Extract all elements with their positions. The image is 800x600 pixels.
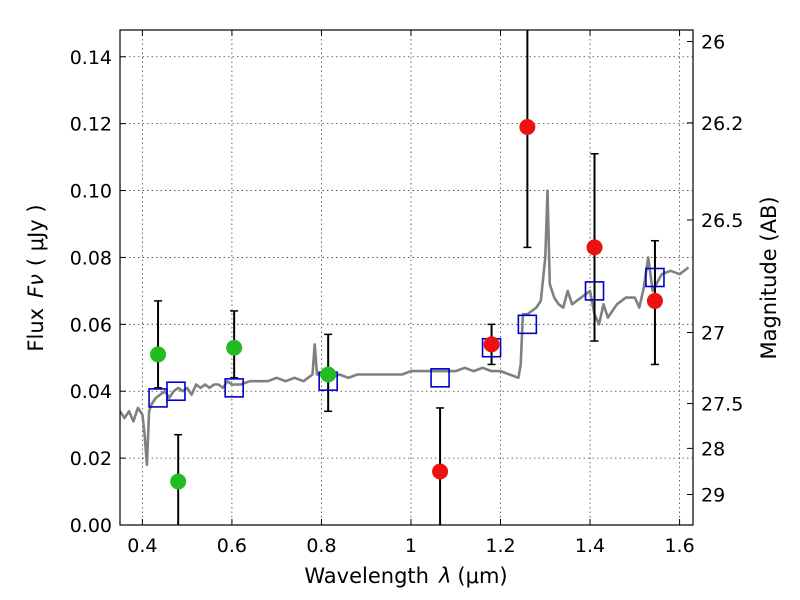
mag-tick-label: 29 [701,484,725,506]
model-spectrum-line [120,189,690,467]
detection-point [320,366,337,383]
mag-tick-label: 28 [701,438,725,460]
detection-point [483,336,500,353]
y-axis-title-unit: ( μJy ) [24,204,48,266]
x-axis-title-text: Wavelength [304,564,429,588]
plot-frame [119,29,694,526]
y-tick-label: 0.02 [70,448,112,470]
mag-tick-label: 26 [701,32,725,54]
detection-point [586,239,603,256]
model-photometry-square [517,314,538,335]
detection-point [646,292,663,309]
mag-tick-label: 26.2 [701,113,743,135]
detection-point [150,346,167,363]
x-axis-title-unit: (μm) [457,564,507,588]
y2-axis-title: Magnitude (AB) [757,196,781,359]
y-tick-label: 0.00 [70,515,112,537]
mag-tick-label: 27.5 [701,394,743,416]
model-photometry-square [224,378,244,398]
data-layer [120,30,690,525]
y-axis-title-text: Flux [24,308,48,352]
mag-tick-label: 27 [701,323,725,345]
detection-point [432,463,449,480]
y-tick-label: 0.08 [70,247,112,269]
y-tick-label: 0.12 [70,114,112,136]
x-tick-label: 0.8 [306,535,336,557]
y-tick-label: 0.04 [70,381,112,403]
x-tick-label: 1 [405,535,417,557]
y-tick-label: 0.06 [70,314,112,336]
ticks: 0.4 0.6 0.8 1 1.2 1.4 1.6 0.00 0.02 0.04 0.06 0.08 0… [70,30,743,557]
model-photometry-square [584,281,605,301]
x-tick-label: 0.4 [127,535,157,557]
model-photometry-square [430,368,450,388]
y-tick-label: 0.10 [70,181,112,203]
x-axis-title: Wavelength λ (μm) [304,564,507,588]
x-tick-label: 1.6 [664,535,694,557]
detection-point [226,339,243,356]
plot-area [120,30,693,525]
y-tick-label: 0.14 [70,47,112,69]
x-tick-label: 0.6 [217,535,247,557]
model-photometry-square [645,267,665,288]
detection-point [519,118,536,135]
y-axis-title-symbol: Fν [24,274,48,298]
y-axis-title: Flux Fν ( μJy ) [24,204,48,351]
detection-point [170,473,187,490]
mag-tick-label: 26.5 [701,210,743,232]
model-photometry-square [166,381,186,402]
x-tick-label: 1.2 [485,535,515,557]
x-tick-label: 1.4 [575,535,605,557]
x-axis-title-symbol: λ [438,564,451,588]
